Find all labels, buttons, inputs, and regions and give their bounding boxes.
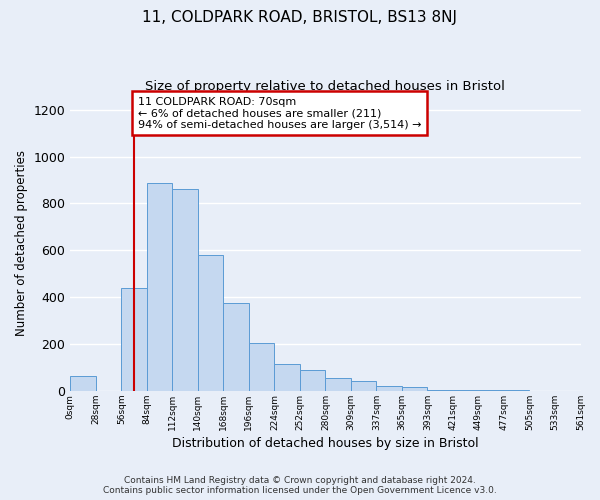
Bar bbox=[402, 388, 427, 391]
Bar bbox=[172, 190, 198, 391]
Text: 11, COLDPARK ROAD, BRISTOL, BS13 8NJ: 11, COLDPARK ROAD, BRISTOL, BS13 8NJ bbox=[143, 10, 458, 25]
Bar bbox=[453, 390, 478, 391]
Bar bbox=[325, 378, 351, 391]
Bar bbox=[478, 390, 504, 391]
Title: Size of property relative to detached houses in Bristol: Size of property relative to detached ho… bbox=[145, 80, 505, 93]
Bar bbox=[198, 255, 223, 391]
Bar bbox=[427, 390, 453, 391]
Bar bbox=[249, 343, 274, 391]
X-axis label: Distribution of detached houses by size in Bristol: Distribution of detached houses by size … bbox=[172, 437, 479, 450]
Bar bbox=[351, 381, 376, 391]
Bar bbox=[300, 370, 325, 391]
Text: 11 COLDPARK ROAD: 70sqm
← 6% of detached houses are smaller (211)
94% of semi-de: 11 COLDPARK ROAD: 70sqm ← 6% of detached… bbox=[138, 96, 421, 130]
Bar bbox=[121, 288, 147, 391]
Y-axis label: Number of detached properties: Number of detached properties bbox=[15, 150, 28, 336]
Bar bbox=[376, 386, 402, 391]
Bar bbox=[223, 303, 249, 391]
Bar bbox=[147, 184, 172, 391]
Text: Contains HM Land Registry data © Crown copyright and database right 2024.
Contai: Contains HM Land Registry data © Crown c… bbox=[103, 476, 497, 495]
Bar bbox=[504, 390, 529, 391]
Bar bbox=[70, 376, 96, 391]
Bar bbox=[274, 364, 300, 391]
